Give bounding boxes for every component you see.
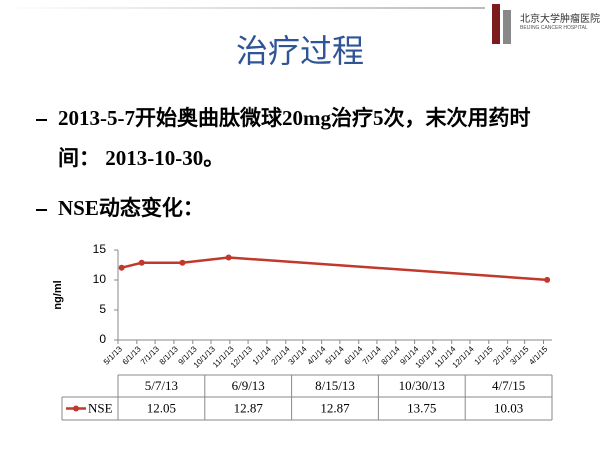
x-tick-label: 7/1/14	[361, 344, 383, 366]
x-tick-label: 3/1/15	[508, 344, 530, 366]
slide-title: 治疗过程	[235, 32, 364, 70]
x-tick-label: 4/1/14	[305, 344, 327, 366]
x-tick-label: 6/1/14	[343, 344, 365, 366]
y-tick-label: 10	[93, 272, 107, 286]
table-value: 12.87	[234, 400, 264, 415]
table-header: 5/7/13	[145, 378, 178, 393]
y-tick-label: 15	[93, 242, 107, 256]
table-header: 8/15/13	[315, 378, 355, 393]
legend-marker	[73, 405, 79, 412]
bullet-text: NSE动态变化：	[58, 196, 204, 220]
bullet-text: 2013-5-7开始奥曲肽微球20mg治疗5次，末次用药时间： 2013-10-…	[58, 106, 531, 170]
y-tick-label: 5	[99, 302, 106, 316]
x-tick-label: 8/1/13	[158, 344, 180, 366]
data-point	[138, 259, 145, 266]
top-rule	[0, 7, 485, 9]
series-line	[121, 256, 548, 282]
x-tick-label: 1/1/15	[473, 344, 495, 366]
data-point	[118, 264, 125, 271]
table-header: 10/30/13	[399, 378, 445, 393]
x-tick-label: 3/1/14	[287, 344, 309, 366]
data-point	[225, 254, 232, 261]
table-header: 4/7/15	[492, 378, 525, 393]
logo-name: 北京大学肿瘤医院	[520, 14, 600, 25]
table-header: 6/9/13	[232, 378, 265, 393]
x-tick-label: 1/1/14	[251, 344, 273, 366]
legend-label: NSE	[88, 400, 113, 415]
logo-english: BEIJING CANCER HOSPITAL	[520, 25, 588, 31]
data-point	[544, 276, 551, 283]
logo-mark	[492, 4, 500, 44]
table-value: 12.05	[147, 400, 176, 415]
bullet-dash	[36, 119, 47, 121]
x-tick-label: 8/1/14	[380, 344, 402, 366]
x-tick-label: 5/1/13	[102, 344, 124, 366]
y-tick-label: 0	[99, 332, 106, 346]
bullet-dash	[36, 209, 47, 211]
table-value: 10.03	[494, 400, 523, 415]
data-point	[179, 259, 186, 266]
table-value: 13.75	[407, 400, 436, 415]
x-tick-label: 6/1/13	[121, 344, 143, 366]
y-axis-label: ng/ml	[52, 280, 64, 309]
logo-mark	[503, 10, 511, 44]
x-tick-label: 4/1/15	[527, 344, 549, 366]
x-tick-label: 5/1/14	[324, 344, 346, 366]
table-value: 12.87	[320, 400, 350, 415]
x-tick-label: 7/1/13	[139, 344, 161, 366]
